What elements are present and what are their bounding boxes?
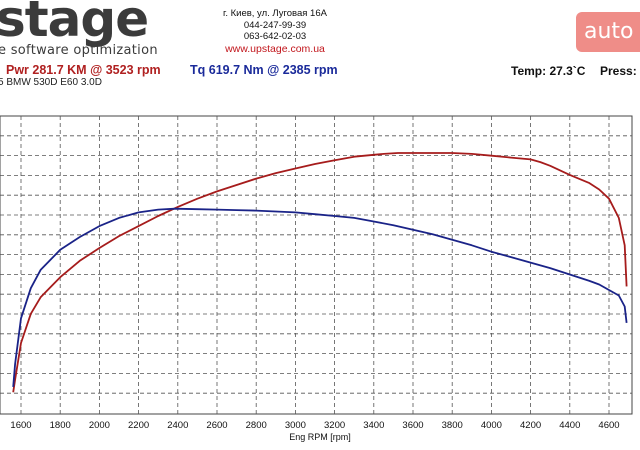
x-tick-label: 3800 <box>442 420 463 431</box>
upstage-logo: stage <box>0 0 149 48</box>
x-tick-label: 2400 <box>167 420 188 431</box>
website-link[interactable]: www.upstage.com.ua <box>225 43 325 55</box>
power-summary: Pwr 281.7 KM @ 3523 rpm <box>6 63 161 77</box>
x-tick-label: 4600 <box>598 420 619 431</box>
x-tick-label: 3200 <box>324 420 345 431</box>
torque-summary: Tq 619.7 Nm @ 2385 rpm <box>190 63 338 77</box>
watermark-text: auto <box>584 19 634 44</box>
x-axis-label: Eng RPM [rpm] <box>289 432 351 442</box>
plot-area <box>0 115 633 415</box>
x-tick-label: 2000 <box>89 420 110 431</box>
contact-phone-2: 063-642-02-03 <box>243 31 307 42</box>
x-tick-label: 1800 <box>50 420 71 431</box>
x-tick-label: 3600 <box>402 420 423 431</box>
x-tick-label: 2600 <box>206 420 227 431</box>
temperature-readout: Temp: 27.3`C <box>511 64 586 78</box>
contact-phone-1: 044-247-99-39 <box>243 20 307 31</box>
pressure-readout: Press: <box>600 64 637 78</box>
x-tick-label: 1600 <box>10 420 31 431</box>
x-tick-label: 2800 <box>246 420 267 431</box>
x-tick-label: 2200 <box>128 420 149 431</box>
logo-tagline: e software optimization <box>0 43 158 58</box>
x-tick-label: 3400 <box>363 420 384 431</box>
contact-address: г. Киев, ул. Луговая 16А <box>223 8 327 19</box>
x-tick-label: 4400 <box>559 420 580 431</box>
x-tick-label: 4000 <box>481 420 502 431</box>
series-line-tq <box>12 207 628 387</box>
x-tick-label: 4200 <box>520 420 541 431</box>
x-tick-label: 3000 <box>285 420 306 431</box>
watermark-badge: auto <box>576 12 640 52</box>
series-line-pwr <box>12 152 628 393</box>
car-model: 5 BMW 530D E60 3.0D <box>0 77 102 88</box>
